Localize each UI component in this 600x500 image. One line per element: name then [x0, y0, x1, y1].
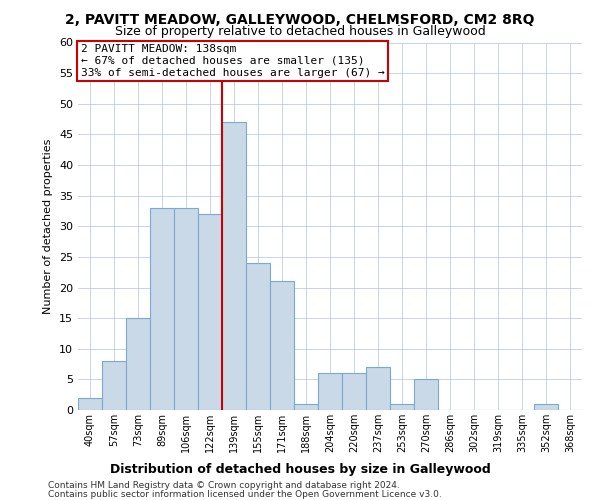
Bar [222, 122, 246, 410]
Text: Contains public sector information licensed under the Open Government Licence v3: Contains public sector information licen… [48, 490, 442, 499]
Bar [102, 361, 126, 410]
Text: 2, PAVITT MEADOW, GALLEYWOOD, CHELMSFORD, CM2 8RQ: 2, PAVITT MEADOW, GALLEYWOOD, CHELMSFORD… [65, 12, 535, 26]
Bar [174, 208, 198, 410]
Bar [78, 398, 102, 410]
Bar [294, 404, 318, 410]
Bar [150, 208, 174, 410]
Text: Contains HM Land Registry data © Crown copyright and database right 2024.: Contains HM Land Registry data © Crown c… [48, 481, 400, 490]
Bar [270, 282, 294, 410]
Text: Distribution of detached houses by size in Galleywood: Distribution of detached houses by size … [110, 462, 490, 475]
Bar [246, 263, 270, 410]
Bar [318, 373, 342, 410]
Bar [342, 373, 366, 410]
Bar [366, 367, 390, 410]
Text: 2 PAVITT MEADOW: 138sqm
← 67% of detached houses are smaller (135)
33% of semi-d: 2 PAVITT MEADOW: 138sqm ← 67% of detache… [80, 44, 384, 78]
Bar [414, 380, 438, 410]
Y-axis label: Number of detached properties: Number of detached properties [43, 138, 53, 314]
Bar [534, 404, 558, 410]
Bar [390, 404, 414, 410]
Text: Size of property relative to detached houses in Galleywood: Size of property relative to detached ho… [115, 25, 485, 38]
Bar [126, 318, 150, 410]
Bar [198, 214, 222, 410]
